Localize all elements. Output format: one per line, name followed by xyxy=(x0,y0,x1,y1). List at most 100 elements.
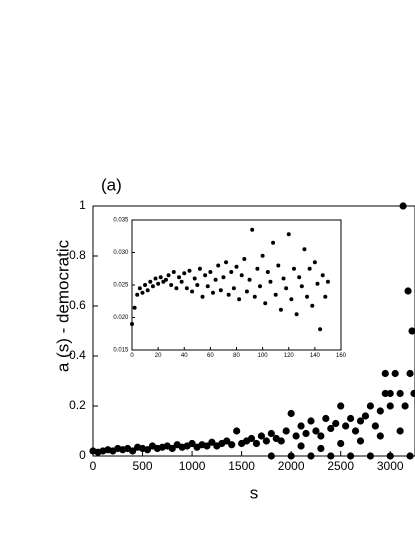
point xyxy=(244,289,249,294)
y-tick-label: 0.2 xyxy=(69,398,86,412)
point xyxy=(143,446,152,454)
x-axis-label: s xyxy=(250,483,259,502)
point xyxy=(305,294,310,299)
point xyxy=(177,275,182,280)
point xyxy=(231,286,236,291)
point xyxy=(208,270,213,274)
point xyxy=(408,327,415,335)
x-tick-label: 3000 xyxy=(377,459,404,473)
x-tick-label: 160 xyxy=(336,353,347,359)
point xyxy=(208,438,216,446)
point xyxy=(252,294,257,299)
point xyxy=(213,277,218,282)
point xyxy=(233,427,241,435)
point xyxy=(325,279,330,284)
x-tick-label: 80 xyxy=(233,353,240,359)
x-tick-label: 2500 xyxy=(327,459,354,473)
point xyxy=(153,276,158,281)
point xyxy=(129,447,137,455)
point xyxy=(242,257,247,261)
point xyxy=(356,437,365,445)
point xyxy=(228,441,236,449)
x-tick-label: 20 xyxy=(155,353,162,359)
point xyxy=(247,434,256,443)
point xyxy=(381,389,389,398)
point xyxy=(406,369,414,378)
point xyxy=(257,432,266,440)
x-tick-label: 100 xyxy=(258,353,269,359)
point xyxy=(294,312,299,317)
point xyxy=(247,277,252,282)
point xyxy=(286,232,291,237)
x-tick-label: 500 xyxy=(133,459,153,473)
point xyxy=(221,275,226,280)
point xyxy=(404,287,412,295)
inset-background xyxy=(132,220,341,350)
point xyxy=(239,273,244,278)
x-tick-label: 0 xyxy=(90,459,97,473)
point xyxy=(255,266,260,271)
point xyxy=(381,369,389,378)
x-tick-label: 1500 xyxy=(228,459,255,473)
point xyxy=(234,264,239,269)
point xyxy=(391,369,399,378)
point xyxy=(130,322,134,326)
point xyxy=(226,292,231,297)
point xyxy=(327,424,335,433)
point xyxy=(267,429,275,438)
point xyxy=(366,402,375,410)
x-tick-label: 0 xyxy=(130,353,134,359)
point xyxy=(396,427,404,435)
y-tick-label: 0.030 xyxy=(113,250,129,256)
y-axis-label: a (s) - democratic xyxy=(53,239,72,372)
point xyxy=(163,277,168,282)
point xyxy=(203,442,211,450)
point xyxy=(263,301,268,306)
point xyxy=(351,427,360,435)
point xyxy=(297,422,305,430)
point xyxy=(302,247,307,252)
point xyxy=(184,286,189,291)
y-tick-label: 0.4 xyxy=(69,348,86,362)
point xyxy=(250,227,255,232)
point xyxy=(307,452,315,460)
point xyxy=(287,409,295,418)
point xyxy=(262,437,270,445)
x-tick-label: 140 xyxy=(310,353,321,359)
point xyxy=(150,284,155,289)
point xyxy=(216,263,221,268)
point xyxy=(182,271,187,276)
point xyxy=(252,439,261,448)
point xyxy=(399,202,407,210)
plot-frame xyxy=(92,205,415,457)
y-tick-label: 0.025 xyxy=(113,283,129,289)
point xyxy=(337,402,345,410)
point xyxy=(132,305,137,310)
point xyxy=(297,442,305,450)
point xyxy=(195,283,200,287)
point xyxy=(169,283,174,287)
point xyxy=(282,427,290,435)
point xyxy=(327,452,335,460)
y-tick-label: 1 xyxy=(79,198,86,212)
point xyxy=(143,283,148,287)
point xyxy=(281,276,286,281)
point xyxy=(197,266,202,271)
point xyxy=(291,266,296,271)
point xyxy=(171,270,176,274)
point xyxy=(166,273,171,278)
point xyxy=(347,414,355,423)
point xyxy=(337,439,345,448)
y-tick-label: 0.6 xyxy=(69,298,86,312)
point xyxy=(267,452,275,460)
point xyxy=(297,275,302,280)
point xyxy=(322,414,330,423)
point xyxy=(323,294,328,299)
point xyxy=(218,288,223,293)
x-tick-label: 120 xyxy=(284,353,295,359)
point xyxy=(148,279,153,284)
point xyxy=(317,444,325,453)
point xyxy=(310,303,315,308)
point xyxy=(312,427,320,435)
point xyxy=(332,419,340,428)
